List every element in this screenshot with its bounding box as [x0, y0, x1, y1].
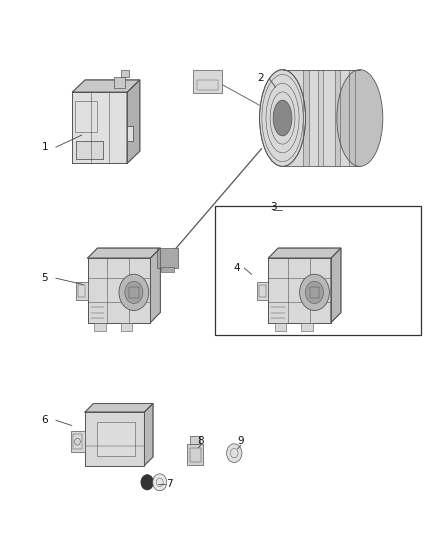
- Bar: [121, 70, 129, 77]
- Polygon shape: [145, 403, 153, 465]
- Polygon shape: [150, 248, 160, 322]
- Bar: [161, 267, 174, 272]
- Polygon shape: [76, 141, 103, 159]
- Bar: [310, 287, 319, 298]
- Text: 5: 5: [42, 273, 48, 283]
- Text: 9: 9: [237, 437, 244, 447]
- Bar: [197, 80, 218, 90]
- Polygon shape: [350, 70, 355, 166]
- Bar: [193, 70, 222, 93]
- Polygon shape: [88, 248, 160, 258]
- Bar: [215, 206, 421, 335]
- Polygon shape: [268, 248, 341, 258]
- Circle shape: [119, 274, 149, 311]
- Polygon shape: [318, 70, 323, 166]
- Polygon shape: [72, 92, 127, 164]
- Ellipse shape: [260, 70, 306, 166]
- Polygon shape: [72, 80, 140, 92]
- Circle shape: [153, 474, 167, 491]
- Bar: [97, 422, 135, 456]
- Text: 8: 8: [198, 437, 204, 447]
- Polygon shape: [97, 422, 135, 456]
- Polygon shape: [304, 70, 309, 166]
- Bar: [259, 285, 266, 297]
- Text: 4: 4: [233, 263, 240, 273]
- Bar: [71, 431, 85, 452]
- Circle shape: [305, 281, 324, 303]
- Ellipse shape: [273, 100, 292, 136]
- Polygon shape: [88, 258, 150, 322]
- Text: 7: 7: [166, 479, 172, 489]
- Bar: [78, 285, 85, 297]
- Polygon shape: [268, 258, 331, 322]
- Bar: [76, 141, 103, 159]
- Bar: [85, 412, 145, 465]
- Bar: [190, 448, 201, 462]
- Bar: [157, 248, 178, 268]
- Polygon shape: [127, 80, 140, 164]
- Polygon shape: [283, 70, 360, 166]
- Bar: [75, 101, 97, 132]
- Bar: [72, 92, 127, 164]
- Bar: [129, 287, 138, 298]
- Bar: [76, 282, 88, 301]
- Text: 2: 2: [257, 73, 264, 83]
- Circle shape: [226, 444, 242, 463]
- Bar: [257, 282, 268, 301]
- Bar: [191, 436, 200, 443]
- Bar: [127, 126, 134, 141]
- Bar: [94, 322, 106, 330]
- Polygon shape: [85, 412, 145, 465]
- Circle shape: [141, 475, 153, 490]
- Circle shape: [300, 274, 329, 311]
- Bar: [114, 77, 125, 88]
- Polygon shape: [85, 403, 153, 412]
- Text: 6: 6: [42, 415, 48, 425]
- Bar: [187, 443, 203, 465]
- Bar: [301, 322, 313, 330]
- Bar: [120, 322, 132, 330]
- Bar: [88, 258, 150, 322]
- Circle shape: [125, 281, 143, 303]
- Polygon shape: [331, 248, 341, 322]
- Text: 3: 3: [270, 202, 277, 212]
- Ellipse shape: [337, 70, 383, 166]
- Bar: [76, 141, 103, 159]
- Text: 1: 1: [42, 142, 48, 152]
- Polygon shape: [335, 70, 340, 166]
- Bar: [73, 434, 82, 449]
- Bar: [268, 258, 331, 322]
- Bar: [275, 322, 286, 330]
